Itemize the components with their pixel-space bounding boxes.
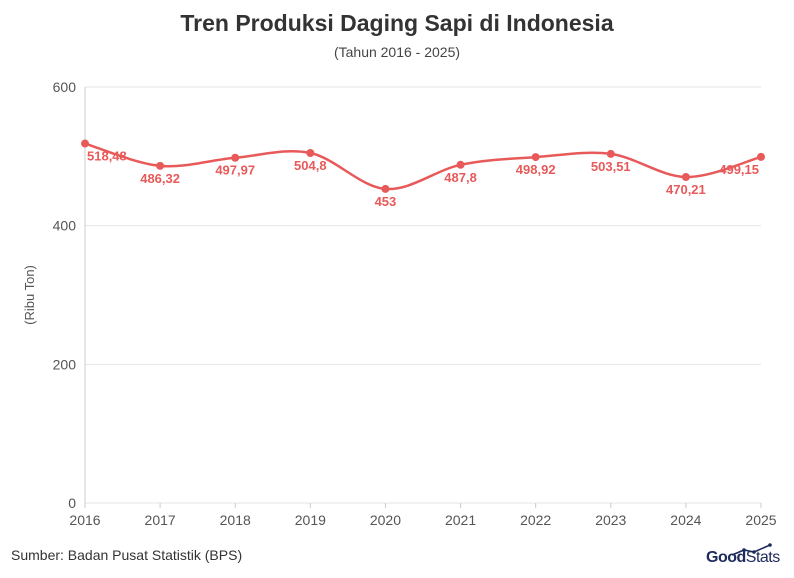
data-points bbox=[81, 139, 765, 193]
data-label: 504,8 bbox=[294, 158, 327, 173]
data-point bbox=[531, 153, 540, 162]
source-note: Sumber: Badan Pusat Statistik (BPS) bbox=[11, 547, 243, 563]
data-label: 453 bbox=[375, 194, 397, 209]
trend-icon bbox=[731, 543, 772, 556]
data-point bbox=[306, 149, 315, 158]
x-tick-label: 2017 bbox=[145, 512, 176, 528]
y-tick-label: 200 bbox=[53, 356, 77, 372]
x-tick-label: 2023 bbox=[595, 512, 626, 528]
data-labels: 518,48 486,32 497,97 504,8 453 487,8 498,92 503… bbox=[87, 149, 759, 209]
data-point bbox=[456, 160, 465, 169]
goodstats-logo: GoodStats bbox=[704, 543, 788, 569]
data-point bbox=[681, 172, 690, 181]
grid-lines bbox=[84, 86, 761, 504]
data-label: 503,51 bbox=[591, 159, 631, 174]
data-point bbox=[757, 152, 765, 161]
data-point bbox=[81, 139, 89, 148]
x-tick-label: 2016 bbox=[69, 512, 100, 528]
chart-subtitle: (Tahun 2016 - 2025) bbox=[333, 44, 461, 60]
logo-good-text: Good bbox=[706, 549, 746, 566]
x-tick-label: 2024 bbox=[670, 512, 701, 528]
x-tick-label: 2019 bbox=[295, 512, 326, 528]
chart-title: Tren Produksi Daging Sapi di Indonesia bbox=[180, 10, 614, 36]
data-point bbox=[381, 184, 390, 193]
x-tick-label: 2022 bbox=[520, 512, 551, 528]
x-axis-ticks: 2016 2017 2018 2019 2020 2021 2022 2023 2024 2025 bbox=[69, 503, 777, 528]
data-label: 470,21 bbox=[666, 182, 706, 197]
data-label: 486,32 bbox=[140, 171, 180, 186]
data-point bbox=[606, 149, 615, 158]
x-tick-label: 2020 bbox=[370, 512, 401, 528]
x-tick-label: 2018 bbox=[220, 512, 251, 528]
y-tick-label: 400 bbox=[53, 218, 77, 234]
y-axis-ticks: 0 200 400 600 bbox=[53, 79, 77, 511]
x-tick-label: 2021 bbox=[445, 512, 476, 528]
data-label: 518,48 bbox=[87, 149, 127, 164]
data-label: 498,92 bbox=[516, 162, 556, 177]
logo-stats-text: Stats bbox=[745, 549, 780, 566]
data-point bbox=[156, 161, 165, 170]
y-tick-label: 0 bbox=[68, 495, 76, 511]
y-axis-label: (Ribu Ton) bbox=[22, 265, 37, 325]
series-line bbox=[84, 142, 762, 191]
data-label: 499,15 bbox=[719, 162, 759, 177]
data-point bbox=[231, 153, 240, 162]
y-tick-label: 600 bbox=[53, 79, 77, 95]
data-label: 487,8 bbox=[444, 170, 477, 185]
data-label: 497,97 bbox=[215, 163, 255, 178]
x-tick-label: 2025 bbox=[745, 512, 776, 528]
